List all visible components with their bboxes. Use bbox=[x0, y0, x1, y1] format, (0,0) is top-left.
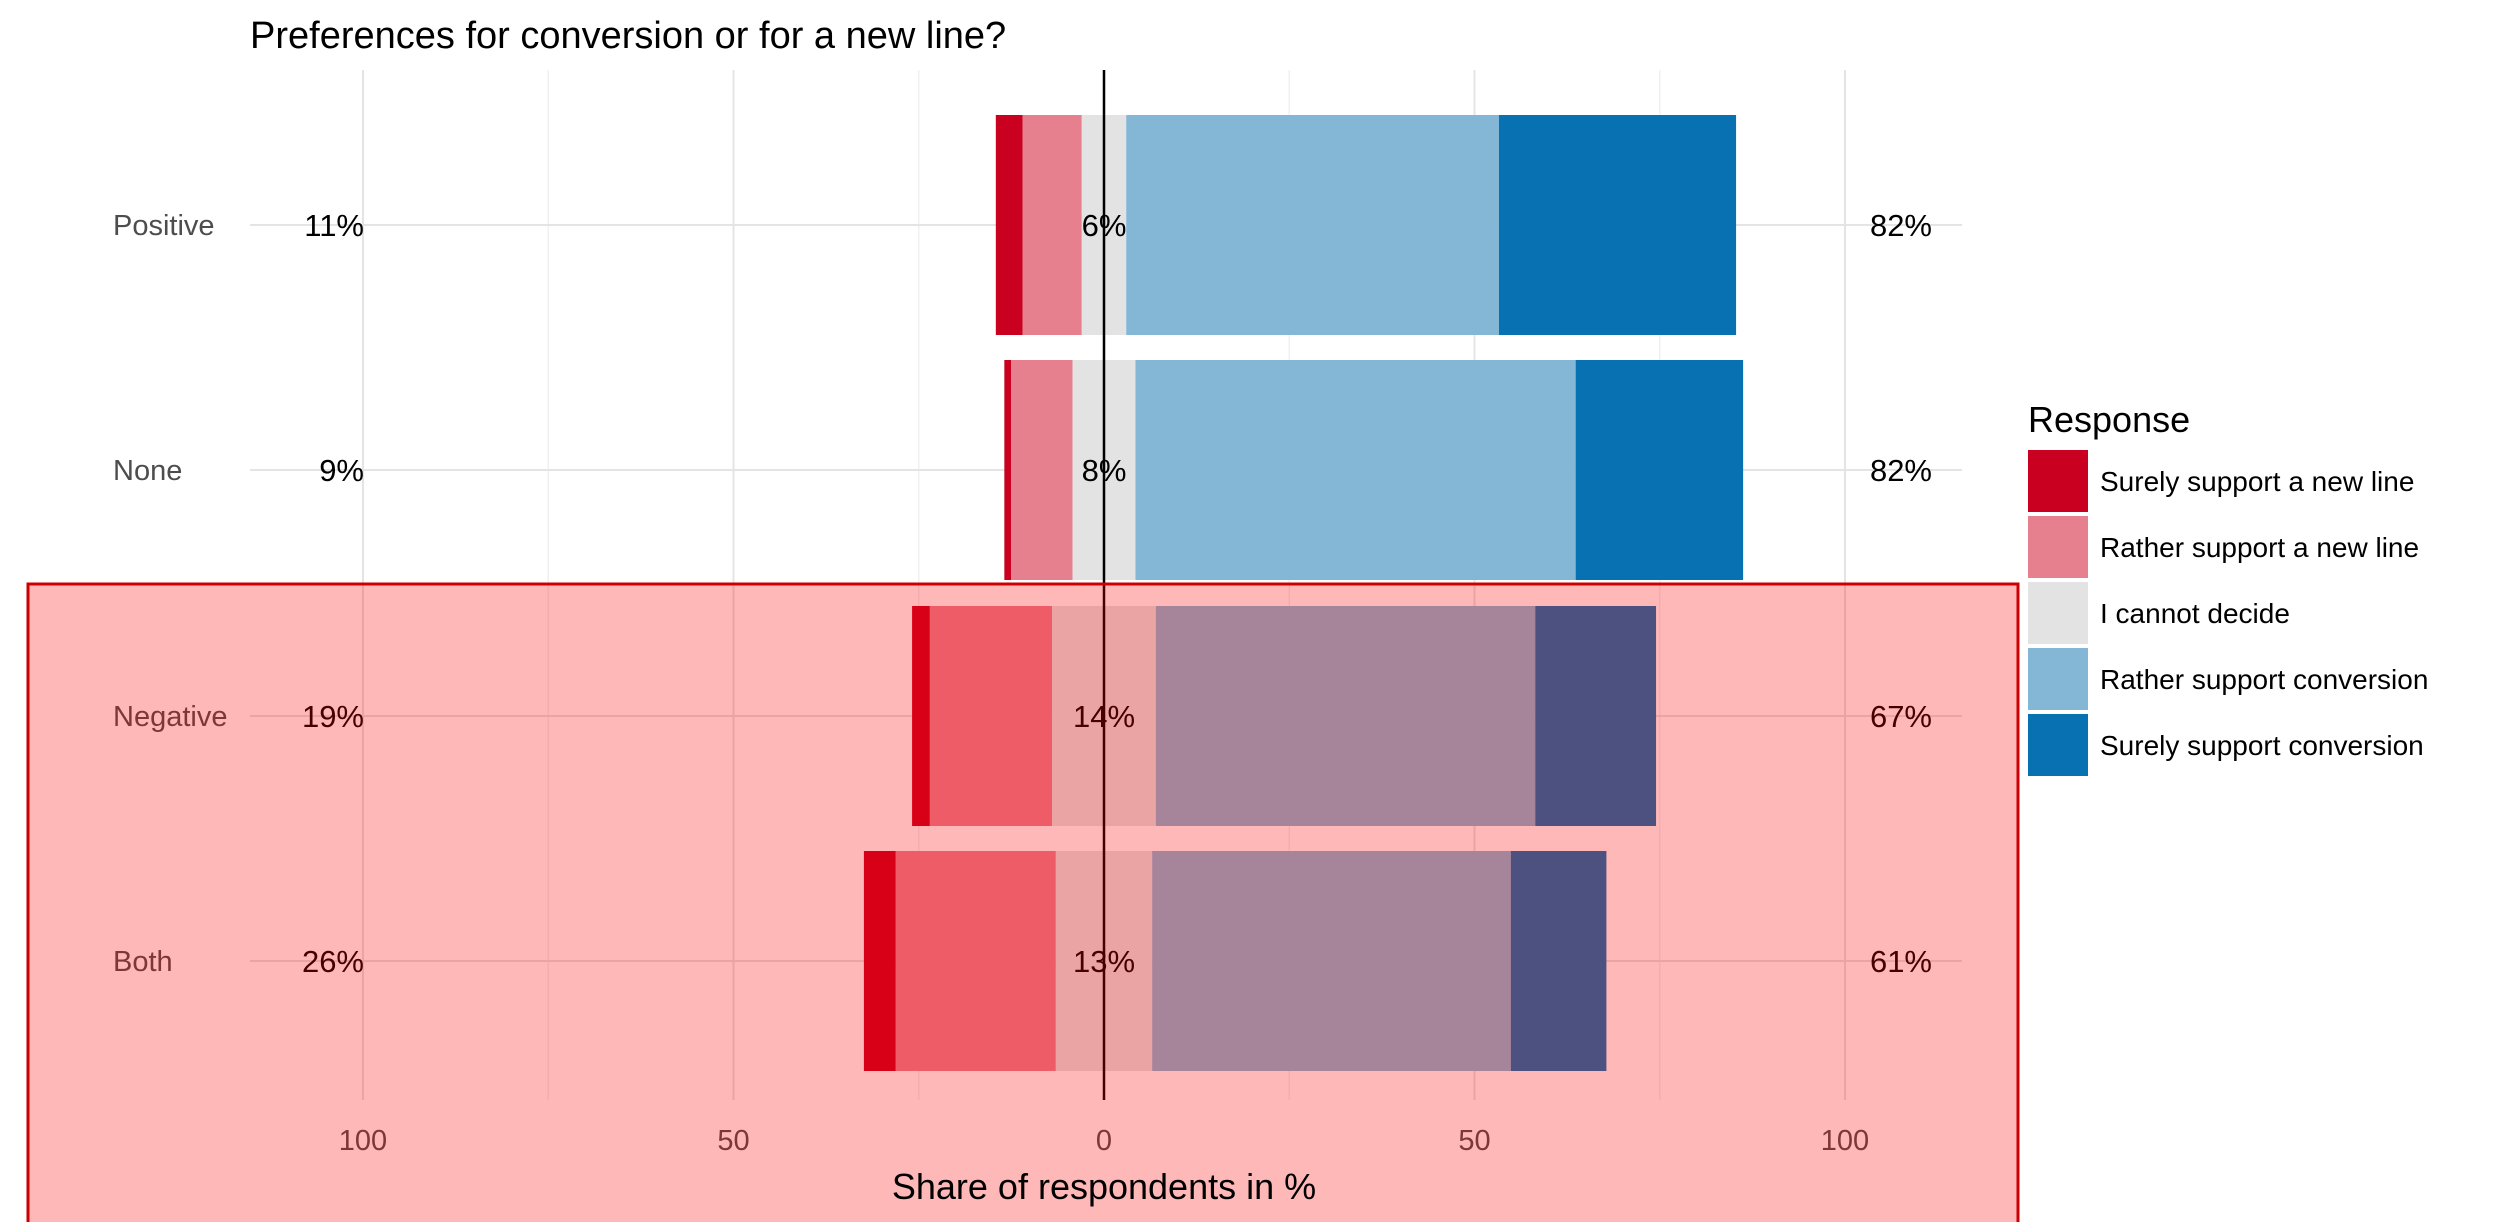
legend-label: I cannot decide bbox=[2100, 598, 2290, 629]
left-total-label: 9% bbox=[319, 453, 364, 488]
left-total-label: 26% bbox=[302, 944, 364, 979]
center-label: 13% bbox=[1073, 944, 1135, 979]
right-total-label: 61% bbox=[1870, 944, 1932, 979]
center-label: 8% bbox=[1082, 453, 1127, 488]
bar-negative-5 bbox=[1535, 606, 1657, 826]
legend-title: Response bbox=[2028, 399, 2190, 440]
center-label: 14% bbox=[1073, 699, 1135, 734]
bar-both-5 bbox=[1510, 851, 1607, 1071]
legend: Surely support a new line Rather support … bbox=[2028, 450, 2428, 776]
category-label: Positive bbox=[113, 210, 215, 242]
bar-positive-5 bbox=[1498, 115, 1737, 335]
labels: Positive 11% 6% 82% None 9% 8% 82% Negative 19% 14… bbox=[113, 208, 1932, 979]
bar-negative-1 bbox=[912, 606, 930, 826]
x-tick-label: 50 bbox=[717, 1125, 749, 1157]
bar-positive-2 bbox=[1022, 115, 1082, 335]
right-total-label: 67% bbox=[1870, 699, 1932, 734]
legend-swatch bbox=[2028, 516, 2088, 578]
category-label: Both bbox=[113, 946, 173, 978]
bar-none-4 bbox=[1135, 360, 1576, 580]
highlight-overlay bbox=[26, 582, 2020, 1222]
category-label: None bbox=[113, 455, 182, 487]
left-total-label: 19% bbox=[302, 699, 364, 734]
legend-swatch bbox=[2028, 714, 2088, 776]
bar-positive-1 bbox=[995, 115, 1023, 335]
x-tick-label: 0 bbox=[1096, 1125, 1112, 1157]
chart-title: Preferences for conversion or for a new … bbox=[250, 15, 1006, 57]
left-total-label: 11% bbox=[304, 208, 364, 243]
x-tick-label: 100 bbox=[339, 1125, 387, 1157]
x-axis: 100 50 0 50 100 bbox=[339, 1125, 1869, 1157]
bar-negative-2 bbox=[929, 606, 1053, 826]
center-label: 6% bbox=[1082, 208, 1127, 243]
x-axis-title: Share of respondents in % bbox=[892, 1166, 1316, 1207]
bar-both-4 bbox=[1152, 851, 1511, 1071]
right-total-label: 82% bbox=[1870, 453, 1932, 488]
legend-swatch bbox=[2028, 648, 2088, 710]
bar-negative-4 bbox=[1155, 606, 1536, 826]
legend-label: Rather support conversion bbox=[2100, 664, 2428, 695]
legend-label: Surely support a new line bbox=[2100, 466, 2414, 497]
bar-none-2 bbox=[1011, 360, 1073, 580]
bar-positive-4 bbox=[1126, 115, 1499, 335]
highlight-box bbox=[26, 582, 2020, 1222]
x-tick-label: 50 bbox=[1458, 1125, 1490, 1157]
bar-none-1 bbox=[1004, 360, 1012, 580]
bar-both-1 bbox=[863, 851, 896, 1071]
right-total-label: 82% bbox=[1870, 208, 1932, 243]
legend-label: Surely support conversion bbox=[2100, 730, 2424, 761]
bar-none-5 bbox=[1575, 360, 1744, 580]
legend-swatch bbox=[2028, 582, 2088, 644]
bar-both-2 bbox=[895, 851, 1056, 1071]
legend-label: Rather support a new line bbox=[2100, 532, 2419, 563]
x-tick-label: 100 bbox=[1821, 1125, 1869, 1157]
bars bbox=[863, 70, 1744, 1100]
category-label: Negative bbox=[113, 701, 227, 733]
legend-swatch bbox=[2028, 450, 2088, 512]
